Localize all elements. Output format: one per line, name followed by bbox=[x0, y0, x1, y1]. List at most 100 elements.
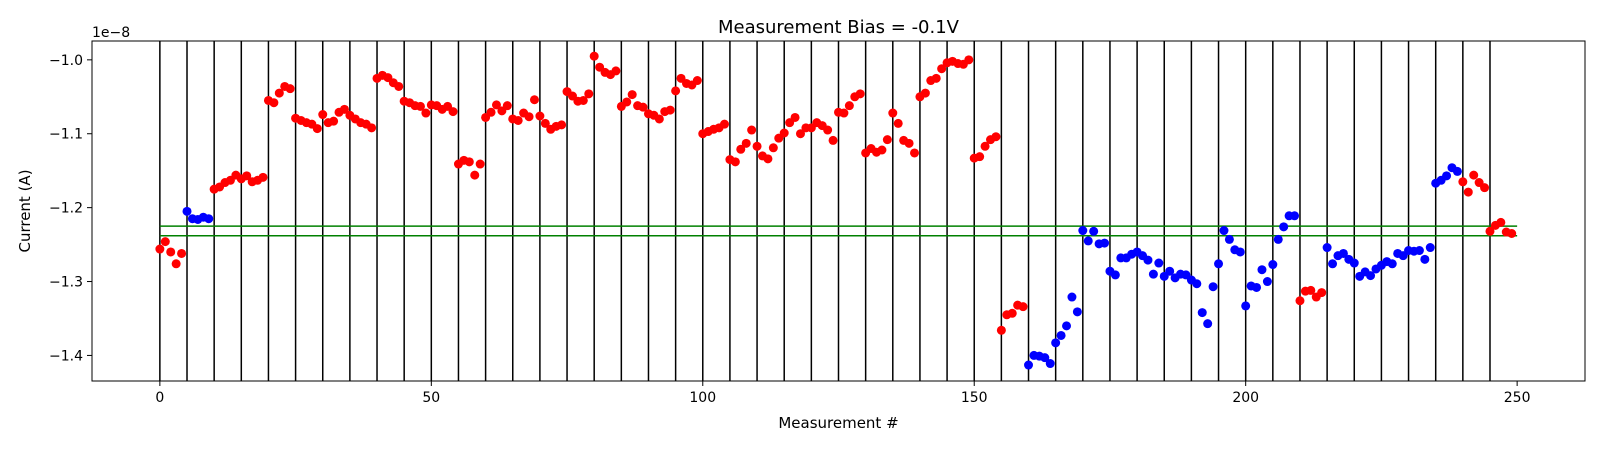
data-point bbox=[654, 114, 664, 124]
data-point bbox=[155, 244, 165, 254]
data-point bbox=[318, 110, 328, 120]
data-point bbox=[991, 132, 1001, 142]
data-point bbox=[415, 101, 425, 111]
data-point bbox=[882, 135, 892, 145]
vertical-lines bbox=[159, 41, 1491, 381]
y-tick-label: −1.3 bbox=[49, 275, 83, 291]
x-tick-label: 200 bbox=[1232, 390, 1259, 406]
data-point bbox=[589, 51, 599, 61]
data-point bbox=[1463, 187, 1473, 197]
x-tick-label: 100 bbox=[689, 390, 716, 406]
data-point bbox=[339, 104, 349, 114]
data-point bbox=[638, 102, 648, 112]
data-point bbox=[763, 154, 773, 164]
data-point bbox=[1192, 279, 1202, 289]
reference-lines bbox=[159, 225, 1518, 237]
y-tick-label: −1.4 bbox=[49, 348, 83, 364]
data-point bbox=[491, 100, 501, 110]
data-point bbox=[719, 119, 729, 129]
data-point bbox=[611, 66, 621, 76]
data-point bbox=[1235, 247, 1245, 257]
data-point bbox=[964, 55, 974, 65]
y-tick-label: −1.2 bbox=[49, 201, 83, 217]
x-tick-label: 50 bbox=[422, 390, 440, 406]
chart-title: Measurement Bias = -0.1V bbox=[718, 17, 960, 38]
data-point bbox=[736, 144, 746, 154]
data-point bbox=[1414, 245, 1424, 255]
data-point bbox=[1143, 255, 1153, 265]
data-point bbox=[931, 73, 941, 83]
data-point bbox=[513, 115, 523, 125]
data-point bbox=[329, 116, 339, 126]
data-point bbox=[1295, 296, 1305, 306]
data-point bbox=[1219, 226, 1229, 236]
data-point bbox=[578, 95, 588, 105]
data-point bbox=[1203, 319, 1213, 329]
data-point bbox=[1262, 277, 1272, 287]
data-point bbox=[1165, 266, 1175, 276]
data-point bbox=[160, 237, 170, 247]
data-point bbox=[1007, 308, 1017, 318]
data-point bbox=[475, 159, 485, 169]
data-point bbox=[779, 128, 789, 138]
data-point bbox=[535, 111, 545, 121]
x-axis: 0 50 100 150 200 250 bbox=[155, 381, 1531, 406]
data-point bbox=[486, 107, 496, 117]
data-point bbox=[171, 259, 181, 269]
data-point bbox=[1458, 177, 1468, 187]
data-point bbox=[1442, 171, 1452, 181]
data-point bbox=[904, 138, 914, 148]
data-point bbox=[1040, 353, 1050, 363]
data-point bbox=[823, 125, 833, 135]
data-point bbox=[1083, 236, 1093, 246]
y-tick-label: −1.1 bbox=[49, 127, 83, 143]
data-point bbox=[557, 120, 567, 130]
y-axis-offset-label: 1e−8 bbox=[92, 25, 130, 41]
data-point bbox=[920, 88, 930, 98]
data-point bbox=[980, 141, 990, 151]
data-point bbox=[1485, 226, 1495, 236]
data-point bbox=[1208, 282, 1218, 292]
data-point bbox=[1056, 330, 1066, 340]
data-point bbox=[1148, 269, 1158, 279]
data-point bbox=[747, 125, 757, 135]
data-point bbox=[470, 170, 480, 180]
data-point bbox=[855, 89, 865, 99]
data-point bbox=[269, 98, 279, 108]
data-point bbox=[204, 214, 214, 224]
y-tick-label: −1.0 bbox=[49, 53, 83, 69]
data-point bbox=[692, 76, 702, 86]
data-point bbox=[1241, 301, 1251, 311]
data-point bbox=[768, 143, 778, 153]
data-point bbox=[1496, 217, 1506, 227]
data-point bbox=[1224, 234, 1234, 244]
data-point bbox=[312, 124, 322, 134]
data-point bbox=[258, 172, 268, 182]
data-point bbox=[622, 97, 632, 107]
data-point bbox=[937, 64, 947, 74]
data-point bbox=[285, 84, 295, 94]
data-point bbox=[1214, 259, 1224, 269]
data-point bbox=[888, 108, 898, 118]
data-point bbox=[584, 89, 594, 99]
data-point bbox=[828, 135, 838, 145]
data-point bbox=[1507, 229, 1517, 239]
data-point bbox=[730, 157, 740, 167]
x-axis-label: Measurement # bbox=[778, 414, 898, 432]
data-point bbox=[421, 108, 431, 118]
data-point bbox=[166, 247, 176, 257]
y-axis: −1.4 −1.3 −1.2 −1.1 −1.0 bbox=[49, 53, 92, 364]
data-point bbox=[1425, 243, 1435, 253]
data-point bbox=[1154, 258, 1164, 268]
data-point bbox=[1018, 302, 1028, 312]
x-tick-label: 150 bbox=[961, 390, 988, 406]
data-point bbox=[1024, 360, 1034, 370]
data-point bbox=[177, 248, 187, 258]
data-point bbox=[795, 129, 805, 139]
data-point bbox=[1100, 238, 1110, 248]
x-tick-label: 0 bbox=[155, 390, 164, 406]
data-points bbox=[155, 51, 1517, 370]
data-point bbox=[394, 81, 404, 91]
data-point bbox=[839, 108, 849, 118]
